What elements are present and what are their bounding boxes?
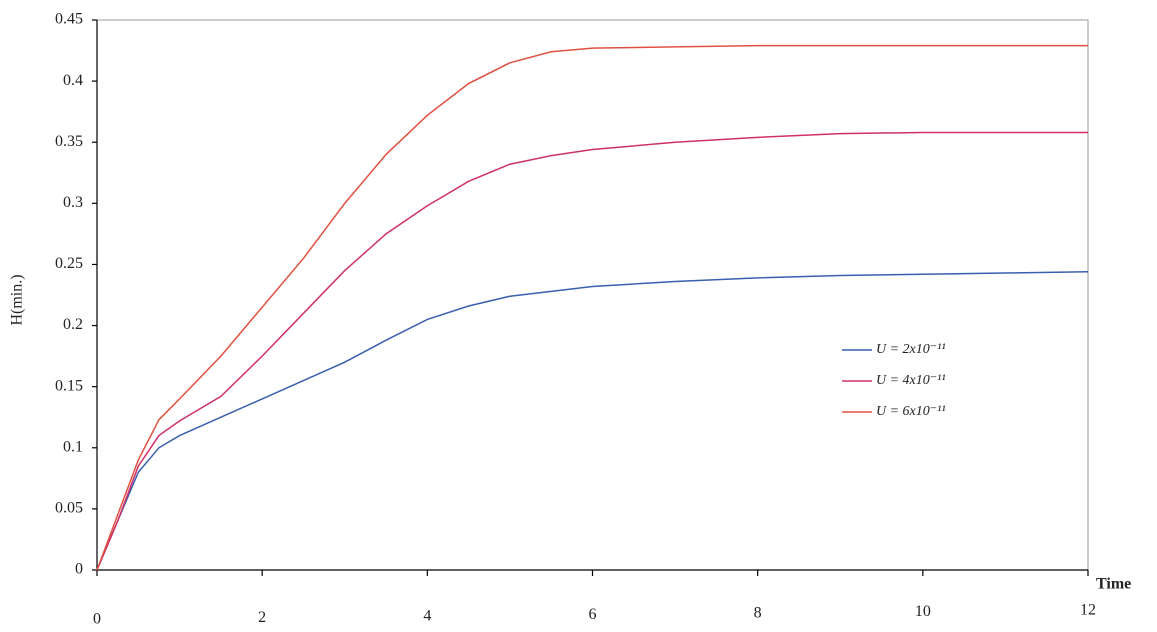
- y-tick-label: 0.35: [55, 133, 83, 150]
- x-tick-label: 10: [915, 603, 931, 620]
- legend-label: U = 6x10⁻¹¹: [876, 404, 946, 419]
- y-tick-label: 0.4: [63, 72, 83, 89]
- series-line: [96, 271, 1089, 571]
- y-tick-label: 0.15: [55, 377, 83, 394]
- x-tick-label: 0: [93, 611, 101, 628]
- x-tick-label: 4: [423, 608, 431, 625]
- x-tick-label: 2: [258, 609, 266, 626]
- x-tick-label: 8: [754, 605, 762, 622]
- y-tick-label: 0.1: [63, 438, 83, 455]
- x-axis-label: Time: [1096, 576, 1131, 593]
- y-tick-label: 0: [75, 561, 83, 578]
- series-line: [96, 131, 1088, 571]
- y-tick-label: 0.25: [55, 255, 83, 272]
- y-axis-label: H(min.): [9, 274, 26, 325]
- x-tick-label: 6: [589, 606, 597, 623]
- y-tick-label: 0.05: [55, 500, 83, 517]
- x-tick-label: 12: [1080, 602, 1096, 619]
- series-line: [96, 44, 1088, 571]
- y-tick-label: 0.2: [63, 316, 83, 333]
- legend-label: U = 4x10⁻¹¹: [876, 373, 946, 388]
- y-tick-label: 0.3: [63, 194, 83, 211]
- plot-frame: [96, 19, 1089, 571]
- legend-label: U = 2x10⁻¹¹: [876, 342, 946, 357]
- y-tick-label: 0.45: [55, 11, 83, 28]
